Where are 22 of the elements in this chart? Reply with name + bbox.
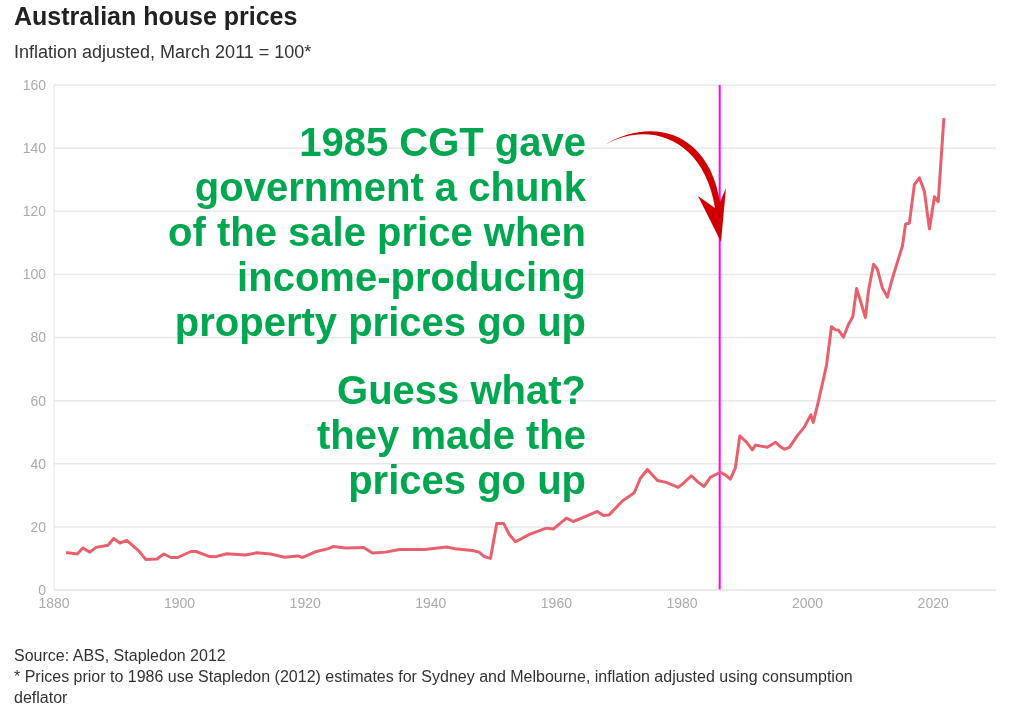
y-tick-label: 140 [22,140,47,157]
x-tick-label: 1900 [164,594,196,611]
y-tick-label: 20 [30,518,47,535]
x-tick-label: 2020 [917,594,949,611]
y-tick-label: 60 [30,392,47,409]
y-tick-label: 120 [22,203,47,220]
x-tick-label: 1980 [666,594,698,611]
annotation: Guess what? they made the prices go up [317,368,586,502]
x-tick-label: 1920 [289,594,321,611]
y-tick-label: 40 [30,455,47,472]
y-tick-label: 80 [30,329,47,346]
x-tick-label: 1960 [540,594,573,611]
line-series [64,116,946,561]
x-tick-label: 1940 [415,594,447,611]
source-note: Source: ABS, Stapledon 2012 [14,647,226,664]
y-tick-label: 100 [22,266,47,283]
x-tick-label: 2000 [792,594,824,611]
chart-subtitle: Inflation adjusted, March 2011 = 100* [14,42,312,62]
text: * Prices prior to 1986 use Stapledon (2012) estimates for Sydney and Melbourne, inflation adjusted using consumption deflator [14,668,853,706]
chart-title: Australian house prices [14,2,298,30]
annotation: 1985 CGT gave government a chunk of the sale price when income-producing property prices go up [168,120,586,344]
y-tick-label: 160 [22,76,47,93]
